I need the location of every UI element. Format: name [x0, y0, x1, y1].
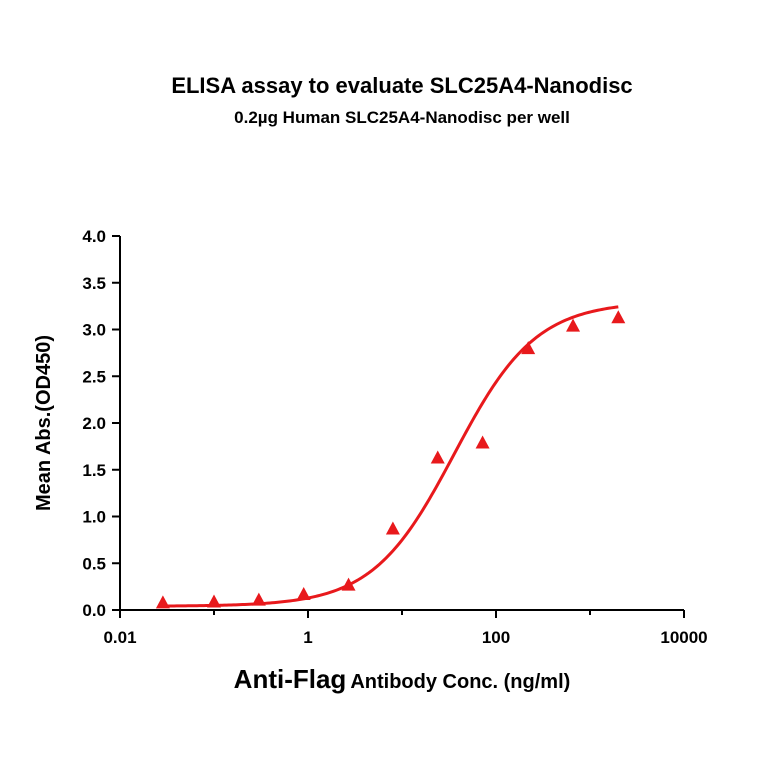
- y-tick-label: 1.0: [82, 508, 106, 527]
- data-points: [155, 310, 626, 609]
- y-tick-label: 1.5: [82, 461, 106, 480]
- data-point: [385, 521, 400, 535]
- y-tick-label: 3.5: [82, 274, 106, 293]
- data-point: [430, 450, 445, 464]
- x-axis-label: Anti-Flag Antibody Conc. (ng/ml): [234, 664, 571, 694]
- data-point: [521, 341, 536, 355]
- x-axis-ticks: 0.01 1 100 10000: [103, 610, 708, 647]
- data-point: [475, 435, 490, 449]
- x-tick-label: 0.01: [103, 628, 136, 647]
- data-point: [155, 595, 170, 609]
- y-tick-label: 0.0: [82, 601, 106, 620]
- x-axis-label-suffix: Antibody Conc. (ng/ml): [350, 671, 570, 693]
- data-point: [611, 310, 626, 324]
- data-point: [207, 594, 221, 608]
- axes: [119, 236, 684, 611]
- y-tick-label: 4.0: [82, 227, 106, 246]
- y-axis-label: Mean Abs.(OD450): [33, 335, 55, 511]
- chart-title: ELISA assay to evaluate SLC25A4-Nanodisc: [171, 73, 632, 98]
- y-axis-ticks: 0.0 0.5 1.0 1.5 2.0 2.5 3.0 3.5 4.0: [82, 227, 120, 620]
- y-tick-label: 3.0: [82, 321, 106, 340]
- chart-subtitle: 0.2µg Human SLC25A4-Nanodisc per well: [234, 108, 570, 127]
- data-point: [251, 592, 266, 606]
- x-tick-label: 100: [482, 628, 510, 647]
- fit-curve: [162, 305, 619, 608]
- data-point: [296, 586, 311, 600]
- y-tick-label: 2.5: [82, 367, 106, 386]
- x-tick-label: 10000: [660, 628, 707, 647]
- x-tick-label: 1: [303, 628, 312, 647]
- y-tick-label: 2.0: [82, 414, 106, 433]
- x-axis-label-prefix: Anti-Flag: [234, 664, 347, 694]
- data-point: [566, 318, 581, 332]
- data-point: [341, 577, 356, 591]
- y-tick-label: 0.5: [82, 554, 106, 573]
